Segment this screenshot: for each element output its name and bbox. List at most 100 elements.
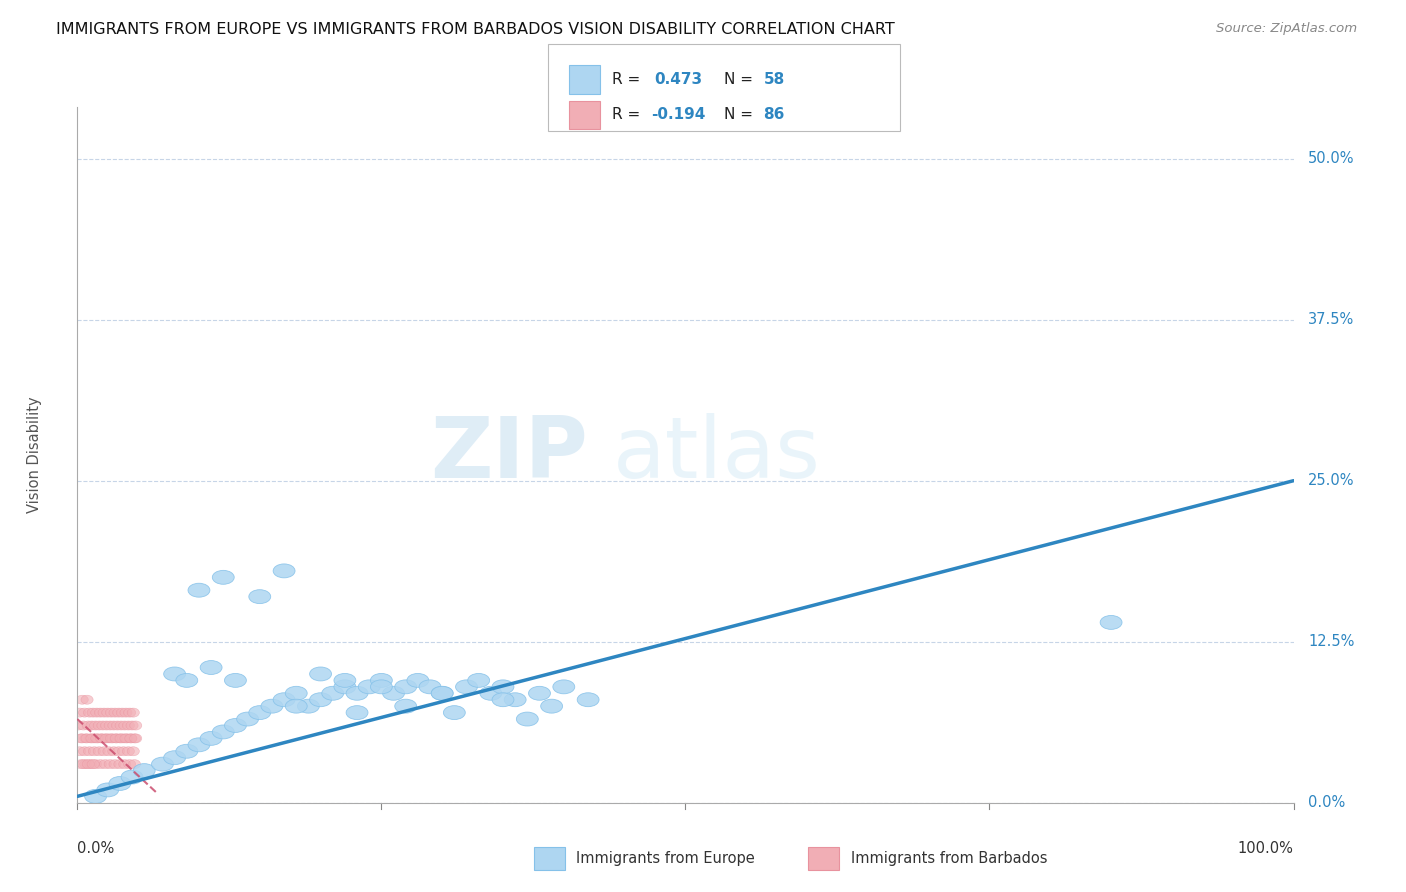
Ellipse shape	[94, 760, 107, 769]
Ellipse shape	[122, 747, 135, 756]
Ellipse shape	[110, 734, 122, 743]
Ellipse shape	[86, 721, 98, 730]
Ellipse shape	[82, 721, 94, 730]
Ellipse shape	[432, 686, 453, 700]
Text: ZIP: ZIP	[430, 413, 588, 497]
Text: atlas: atlas	[613, 413, 821, 497]
Text: R =: R =	[612, 107, 645, 122]
Ellipse shape	[93, 721, 105, 730]
Ellipse shape	[112, 708, 125, 717]
Text: 12.5%: 12.5%	[1308, 634, 1354, 649]
Ellipse shape	[285, 686, 307, 700]
Ellipse shape	[108, 721, 120, 730]
Ellipse shape	[249, 706, 271, 720]
Ellipse shape	[82, 760, 94, 769]
Ellipse shape	[77, 760, 90, 769]
Ellipse shape	[77, 721, 90, 730]
Ellipse shape	[127, 721, 138, 730]
Ellipse shape	[82, 734, 93, 743]
Ellipse shape	[118, 760, 131, 769]
Text: Vision Disability: Vision Disability	[27, 397, 42, 513]
Ellipse shape	[578, 693, 599, 706]
Ellipse shape	[84, 789, 107, 804]
Ellipse shape	[163, 667, 186, 681]
Ellipse shape	[249, 590, 271, 604]
Ellipse shape	[98, 747, 110, 756]
Ellipse shape	[115, 721, 127, 730]
Text: 37.5%: 37.5%	[1308, 312, 1354, 327]
Ellipse shape	[346, 706, 368, 720]
Ellipse shape	[236, 712, 259, 726]
Ellipse shape	[112, 747, 125, 756]
Text: IMMIGRANTS FROM EUROPE VS IMMIGRANTS FROM BARBADOS VISION DISABILITY CORRELATION: IMMIGRANTS FROM EUROPE VS IMMIGRANTS FRO…	[56, 22, 896, 37]
Ellipse shape	[80, 760, 91, 769]
Ellipse shape	[75, 734, 87, 743]
Ellipse shape	[89, 747, 100, 756]
Ellipse shape	[188, 738, 209, 752]
Ellipse shape	[79, 747, 91, 756]
Ellipse shape	[84, 760, 97, 769]
Ellipse shape	[98, 708, 110, 717]
Ellipse shape	[128, 760, 141, 769]
Ellipse shape	[73, 747, 86, 756]
Ellipse shape	[100, 734, 111, 743]
Ellipse shape	[97, 721, 108, 730]
Ellipse shape	[114, 734, 127, 743]
Ellipse shape	[87, 708, 100, 717]
Text: 50.0%: 50.0%	[1308, 151, 1354, 166]
Ellipse shape	[309, 693, 332, 706]
Ellipse shape	[1099, 615, 1122, 630]
Text: Immigrants from Europe: Immigrants from Europe	[576, 851, 755, 865]
Text: Source: ZipAtlas.com: Source: ZipAtlas.com	[1216, 22, 1357, 36]
Ellipse shape	[86, 734, 98, 743]
Ellipse shape	[94, 708, 107, 717]
Ellipse shape	[107, 734, 118, 743]
Ellipse shape	[406, 673, 429, 688]
Ellipse shape	[93, 747, 105, 756]
Ellipse shape	[82, 695, 93, 705]
Ellipse shape	[479, 686, 502, 700]
Ellipse shape	[118, 734, 129, 743]
Ellipse shape	[100, 734, 112, 743]
Ellipse shape	[127, 708, 139, 717]
Ellipse shape	[505, 693, 526, 706]
Ellipse shape	[163, 751, 186, 764]
Ellipse shape	[127, 747, 139, 756]
Ellipse shape	[96, 734, 108, 743]
Ellipse shape	[76, 695, 89, 705]
Ellipse shape	[443, 706, 465, 720]
Ellipse shape	[346, 686, 368, 700]
Ellipse shape	[120, 708, 132, 717]
Ellipse shape	[89, 734, 100, 743]
Ellipse shape	[359, 680, 380, 694]
Ellipse shape	[370, 680, 392, 694]
Ellipse shape	[152, 757, 173, 771]
Ellipse shape	[134, 764, 155, 778]
Ellipse shape	[492, 693, 515, 706]
Ellipse shape	[124, 708, 136, 717]
Ellipse shape	[73, 708, 86, 717]
Text: 25.0%: 25.0%	[1308, 473, 1354, 488]
Ellipse shape	[91, 708, 103, 717]
Ellipse shape	[73, 721, 84, 730]
Ellipse shape	[108, 708, 121, 717]
Ellipse shape	[200, 661, 222, 674]
Ellipse shape	[100, 760, 111, 769]
Ellipse shape	[516, 712, 538, 726]
Ellipse shape	[120, 734, 132, 743]
Ellipse shape	[108, 777, 131, 790]
Ellipse shape	[79, 708, 91, 717]
Text: 86: 86	[763, 107, 785, 122]
Ellipse shape	[111, 721, 124, 730]
Ellipse shape	[87, 760, 100, 769]
Text: 58: 58	[763, 72, 785, 87]
Ellipse shape	[529, 686, 550, 700]
Text: -0.194: -0.194	[651, 107, 706, 122]
Ellipse shape	[335, 680, 356, 694]
Ellipse shape	[96, 734, 108, 743]
Ellipse shape	[541, 699, 562, 713]
Ellipse shape	[97, 783, 118, 797]
Ellipse shape	[395, 699, 416, 713]
Ellipse shape	[176, 744, 198, 758]
Ellipse shape	[212, 725, 235, 739]
